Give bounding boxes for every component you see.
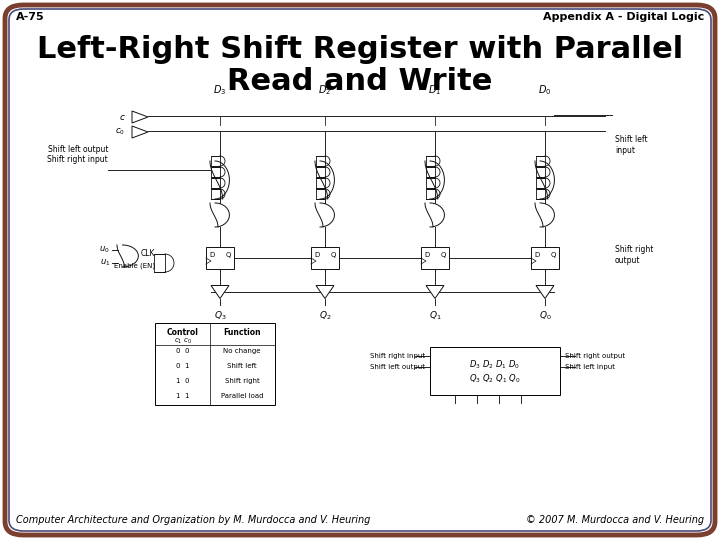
Text: $D_3$: $D_3$ — [213, 83, 227, 97]
Polygon shape — [536, 286, 554, 299]
Text: D: D — [209, 252, 215, 258]
Text: $Q_1$: $Q_1$ — [428, 310, 441, 322]
Text: D: D — [424, 252, 429, 258]
Text: $D_1$: $D_1$ — [428, 83, 441, 97]
Text: $u_1$: $u_1$ — [99, 258, 110, 268]
Text: Shift right: Shift right — [225, 378, 259, 384]
Bar — [211, 189, 220, 199]
Text: Shift left: Shift left — [228, 363, 257, 369]
Bar — [211, 167, 220, 177]
Text: $D_0$: $D_0$ — [539, 83, 552, 97]
Text: D: D — [314, 252, 319, 258]
Polygon shape — [426, 286, 444, 299]
Text: Read and Write: Read and Write — [228, 67, 492, 96]
Text: $Q_3$: $Q_3$ — [214, 310, 226, 322]
Text: Q: Q — [225, 252, 231, 258]
Bar — [211, 178, 220, 188]
Bar — [426, 189, 435, 199]
Polygon shape — [132, 126, 148, 138]
Polygon shape — [211, 286, 229, 299]
Text: Shift right
output: Shift right output — [615, 245, 653, 265]
Bar — [536, 178, 545, 188]
Text: Control: Control — [167, 328, 199, 337]
Bar — [316, 189, 325, 199]
Polygon shape — [316, 286, 334, 299]
Text: 0  1: 0 1 — [176, 363, 190, 369]
Bar — [536, 156, 545, 166]
Text: D: D — [534, 252, 539, 258]
Bar — [536, 167, 545, 177]
Text: $Q_3\ Q_2\ Q_1\ Q_0$: $Q_3\ Q_2\ Q_1\ Q_0$ — [469, 373, 521, 385]
Text: Shift left input: Shift left input — [565, 364, 615, 370]
Text: Appendix A - Digital Logic: Appendix A - Digital Logic — [543, 12, 704, 22]
Bar — [426, 167, 435, 177]
Text: Q: Q — [441, 252, 446, 258]
Bar — [430, 347, 560, 395]
Bar — [536, 189, 545, 199]
Text: Shift left
input: Shift left input — [615, 135, 647, 155]
Text: Q: Q — [330, 252, 336, 258]
Bar — [211, 156, 220, 166]
Bar — [155, 323, 275, 405]
Text: Left-Right Shift Register with Parallel: Left-Right Shift Register with Parallel — [37, 35, 683, 64]
Text: Shift right input: Shift right input — [48, 156, 108, 165]
Text: 1  0: 1 0 — [176, 378, 190, 384]
Text: Function: Function — [223, 328, 261, 337]
Text: © 2007 M. Murdocca and V. Heuring: © 2007 M. Murdocca and V. Heuring — [526, 515, 704, 525]
Bar — [426, 178, 435, 188]
Text: Computer Architecture and Organization by M. Murdocca and V. Heuring: Computer Architecture and Organization b… — [16, 515, 370, 525]
Text: $c_1\ c_0$: $c_1\ c_0$ — [174, 337, 192, 346]
Text: Q: Q — [551, 252, 556, 258]
Text: Shift right output: Shift right output — [565, 353, 625, 359]
Bar — [316, 167, 325, 177]
Text: $Q_0$: $Q_0$ — [539, 310, 552, 322]
Polygon shape — [132, 111, 148, 123]
Bar — [316, 178, 325, 188]
Text: Shift left output: Shift left output — [48, 145, 108, 154]
Bar — [421, 247, 449, 269]
Text: $Q_2$: $Q_2$ — [319, 310, 331, 322]
Text: 1  1: 1 1 — [176, 393, 190, 399]
Bar — [426, 156, 435, 166]
Text: c: c — [120, 112, 125, 122]
Text: 0  0: 0 0 — [176, 348, 190, 354]
Text: CLK: CLK — [140, 248, 155, 258]
Text: $D_2$: $D_2$ — [318, 83, 331, 97]
Text: Enable (EN): Enable (EN) — [114, 263, 155, 269]
Bar — [531, 247, 559, 269]
Text: $c_0$: $c_0$ — [115, 127, 125, 137]
Text: A-75: A-75 — [16, 12, 45, 22]
Bar — [206, 247, 234, 269]
Text: Parallel load: Parallel load — [221, 393, 264, 399]
Text: Shift right input: Shift right input — [370, 353, 425, 359]
Text: Shift left output: Shift left output — [370, 364, 425, 370]
Bar — [311, 247, 339, 269]
Bar — [154, 254, 165, 272]
Bar — [316, 156, 325, 166]
Text: $u_0$: $u_0$ — [99, 245, 110, 255]
Text: No change: No change — [223, 348, 261, 354]
Text: $D_3\ D_2\ D_1\ D_0$: $D_3\ D_2\ D_1\ D_0$ — [469, 359, 521, 372]
